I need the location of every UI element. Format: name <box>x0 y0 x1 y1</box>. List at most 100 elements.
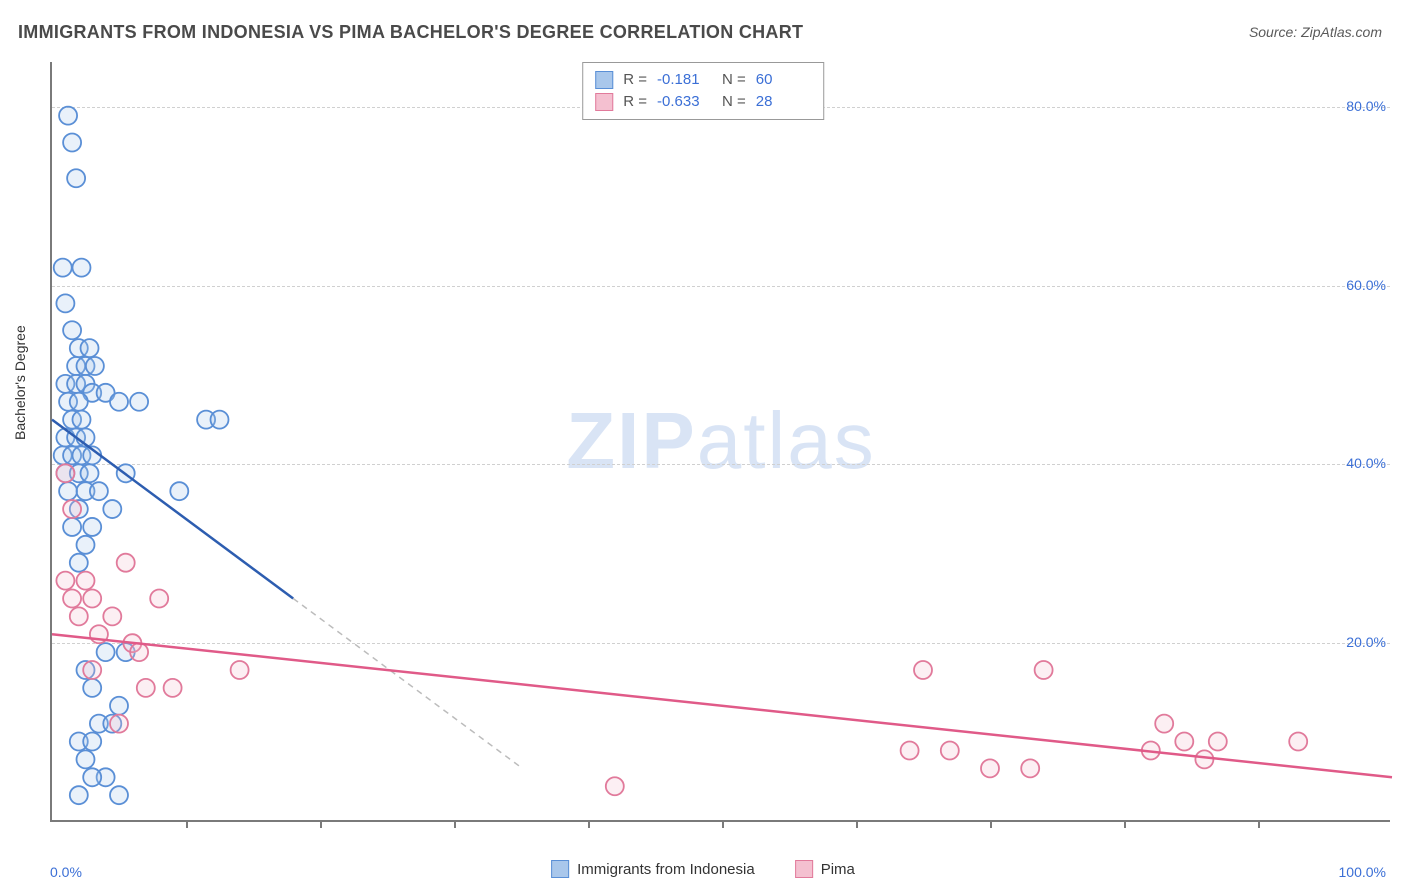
data-point <box>110 786 128 804</box>
data-point <box>59 107 77 125</box>
x-tick <box>1258 820 1260 828</box>
legend-series-item: Pima <box>795 860 855 878</box>
data-point <box>56 572 74 590</box>
legend-swatch <box>595 71 613 89</box>
data-point <box>941 741 959 759</box>
data-point <box>130 393 148 411</box>
chart-title: IMMIGRANTS FROM INDONESIA VS PIMA BACHEL… <box>18 22 803 43</box>
trend-line <box>52 634 1392 777</box>
data-point <box>63 133 81 151</box>
legend-correlation: R = -0.181 N = 60 R = -0.633 N = 28 <box>582 62 824 120</box>
data-point <box>70 786 88 804</box>
x-tick <box>320 820 322 828</box>
data-point <box>81 339 99 357</box>
data-point <box>117 554 135 572</box>
y-axis-title: Bachelor's Degree <box>12 325 28 440</box>
legend-series-label: Immigrants from Indonesia <box>577 861 755 878</box>
trend-extension <box>293 598 521 767</box>
y-tick-label: 80.0% <box>1346 98 1386 114</box>
data-point <box>70 393 88 411</box>
data-point <box>81 464 99 482</box>
x-tick <box>856 820 858 828</box>
x-tick <box>990 820 992 828</box>
legend-n-label: N = <box>722 69 746 91</box>
data-point <box>56 294 74 312</box>
data-point <box>914 661 932 679</box>
legend-swatch <box>595 93 613 111</box>
legend-n-value: 28 <box>756 91 811 113</box>
data-point <box>83 733 101 751</box>
x-tick <box>1124 820 1126 828</box>
data-point <box>77 750 95 768</box>
data-point <box>97 643 115 661</box>
legend-r-label: R = <box>623 91 647 113</box>
data-point <box>77 536 95 554</box>
y-tick-label: 40.0% <box>1346 455 1386 471</box>
data-point <box>83 589 101 607</box>
data-point <box>90 482 108 500</box>
legend-row: R = -0.633 N = 28 <box>595 91 811 113</box>
data-point <box>83 768 101 786</box>
legend-series-item: Immigrants from Indonesia <box>551 860 755 878</box>
legend-swatch <box>795 860 813 878</box>
data-point <box>86 357 104 375</box>
x-tick <box>186 820 188 828</box>
legend-n-value: 60 <box>756 69 811 91</box>
data-point <box>231 661 249 679</box>
y-tick-label: 60.0% <box>1346 277 1386 293</box>
legend-row: R = -0.181 N = 60 <box>595 69 811 91</box>
legend-r-value: -0.181 <box>657 69 712 91</box>
data-point <box>130 643 148 661</box>
data-point <box>103 607 121 625</box>
data-point <box>83 679 101 697</box>
data-point <box>56 464 74 482</box>
data-point <box>77 572 95 590</box>
x-axis-max-label: 100.0% <box>1339 864 1386 880</box>
data-point <box>1209 733 1227 751</box>
data-point <box>110 697 128 715</box>
legend-r-label: R = <box>623 69 647 91</box>
data-point <box>1035 661 1053 679</box>
x-tick <box>454 820 456 828</box>
data-point <box>63 518 81 536</box>
data-point <box>150 589 168 607</box>
data-point <box>83 661 101 679</box>
data-point <box>110 715 128 733</box>
data-point <box>1155 715 1173 733</box>
data-point <box>211 411 229 429</box>
data-point <box>1195 750 1213 768</box>
x-tick <box>722 820 724 828</box>
data-point <box>83 518 101 536</box>
legend-r-value: -0.633 <box>657 91 712 113</box>
legend-swatch <box>551 860 569 878</box>
data-point <box>67 169 85 187</box>
data-point <box>901 741 919 759</box>
y-tick-label: 20.0% <box>1346 634 1386 650</box>
data-point <box>103 500 121 518</box>
data-point <box>70 554 88 572</box>
data-point <box>137 679 155 697</box>
data-point <box>110 393 128 411</box>
legend-series: Immigrants from Indonesia Pima <box>551 860 855 878</box>
data-point <box>1289 733 1307 751</box>
data-point <box>981 759 999 777</box>
data-point <box>1175 733 1193 751</box>
legend-series-label: Pima <box>821 861 855 878</box>
data-point <box>606 777 624 795</box>
data-point <box>170 482 188 500</box>
x-tick <box>588 820 590 828</box>
data-point <box>1021 759 1039 777</box>
plot-area: ZIPatlas <box>50 62 1390 822</box>
data-point <box>70 607 88 625</box>
chart-svg <box>52 62 1390 820</box>
data-point <box>63 500 81 518</box>
data-point <box>54 259 72 277</box>
data-point <box>164 679 182 697</box>
data-point <box>63 589 81 607</box>
data-point <box>63 321 81 339</box>
legend-n-label: N = <box>722 91 746 113</box>
source-attribution: Source: ZipAtlas.com <box>1249 24 1382 40</box>
data-point <box>59 482 77 500</box>
x-axis-min-label: 0.0% <box>50 864 82 880</box>
data-point <box>72 411 90 429</box>
